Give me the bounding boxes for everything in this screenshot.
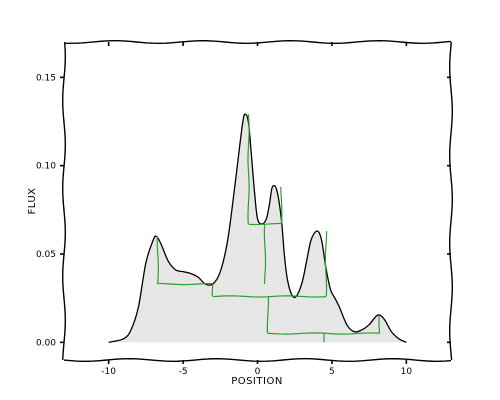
area-layer <box>108 113 407 343</box>
y-tick-label: 0.00 <box>36 338 56 348</box>
x-tick-label: -5 <box>179 367 188 377</box>
dendrogram-segment <box>156 236 159 285</box>
series-area-fill <box>108 114 407 343</box>
dendrogram-segment <box>247 114 250 224</box>
x-tick-label: 0 <box>255 367 261 377</box>
x-axis-ticks: -10 -5 0 5 10 <box>101 42 412 377</box>
dendrogram-segment <box>266 296 270 334</box>
y-tick-label: 0.15 <box>36 73 56 83</box>
y-tick-label: 0.10 <box>36 162 56 172</box>
dendrogram-segment <box>280 186 283 225</box>
dendrogram-segment <box>378 315 381 334</box>
y-axis-label: FLUX <box>27 188 38 215</box>
dendrogram-segment <box>324 231 328 297</box>
dendrogram-segment <box>212 295 327 298</box>
dendrogram-segment <box>157 282 213 286</box>
x-axis-label: POSITION <box>231 376 283 387</box>
x-tick-label: -10 <box>101 367 116 377</box>
x-tick-label: 10 <box>401 367 413 377</box>
dendrogram-segment <box>267 332 380 335</box>
y-axis-ticks: 0.00 0.05 0.10 0.15 <box>36 73 451 348</box>
series-line <box>108 113 407 343</box>
x-tick-label: 5 <box>329 367 335 377</box>
dendrogram-layer <box>156 114 381 343</box>
dendrogram-segment <box>263 223 267 285</box>
y-tick-label: 0.05 <box>36 250 56 260</box>
